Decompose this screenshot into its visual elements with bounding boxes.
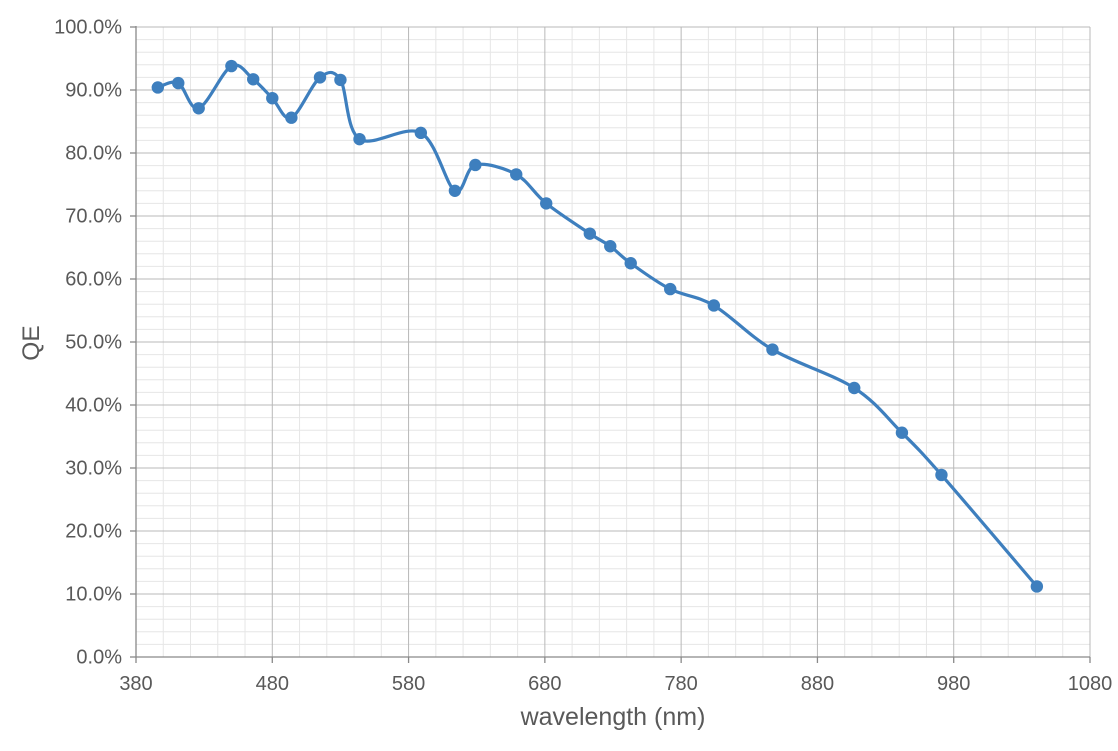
svg-text:40.0%: 40.0% xyxy=(65,395,122,417)
svg-text:380: 380 xyxy=(119,673,152,695)
svg-text:QE: QE xyxy=(18,325,45,360)
svg-text:100.0%: 100.0% xyxy=(54,17,122,39)
svg-text:880: 880 xyxy=(801,673,834,695)
svg-text:480: 480 xyxy=(256,673,289,695)
svg-text:20.0%: 20.0% xyxy=(65,521,122,543)
svg-text:30.0%: 30.0% xyxy=(65,458,122,480)
svg-text:50.0%: 50.0% xyxy=(65,332,122,354)
svg-text:1080: 1080 xyxy=(1068,673,1113,695)
svg-text:10.0%: 10.0% xyxy=(65,584,122,606)
svg-text:580: 580 xyxy=(392,673,425,695)
svg-text:70.0%: 70.0% xyxy=(65,206,122,228)
svg-text:80.0%: 80.0% xyxy=(65,143,122,165)
svg-text:980: 980 xyxy=(937,673,970,695)
svg-text:0.0%: 0.0% xyxy=(76,647,122,669)
svg-text:680: 680 xyxy=(528,673,561,695)
svg-text:90.0%: 90.0% xyxy=(65,80,122,102)
svg-text:780: 780 xyxy=(664,673,697,695)
svg-text:wavelength (nm): wavelength (nm) xyxy=(520,703,706,731)
svg-text:60.0%: 60.0% xyxy=(65,269,122,291)
